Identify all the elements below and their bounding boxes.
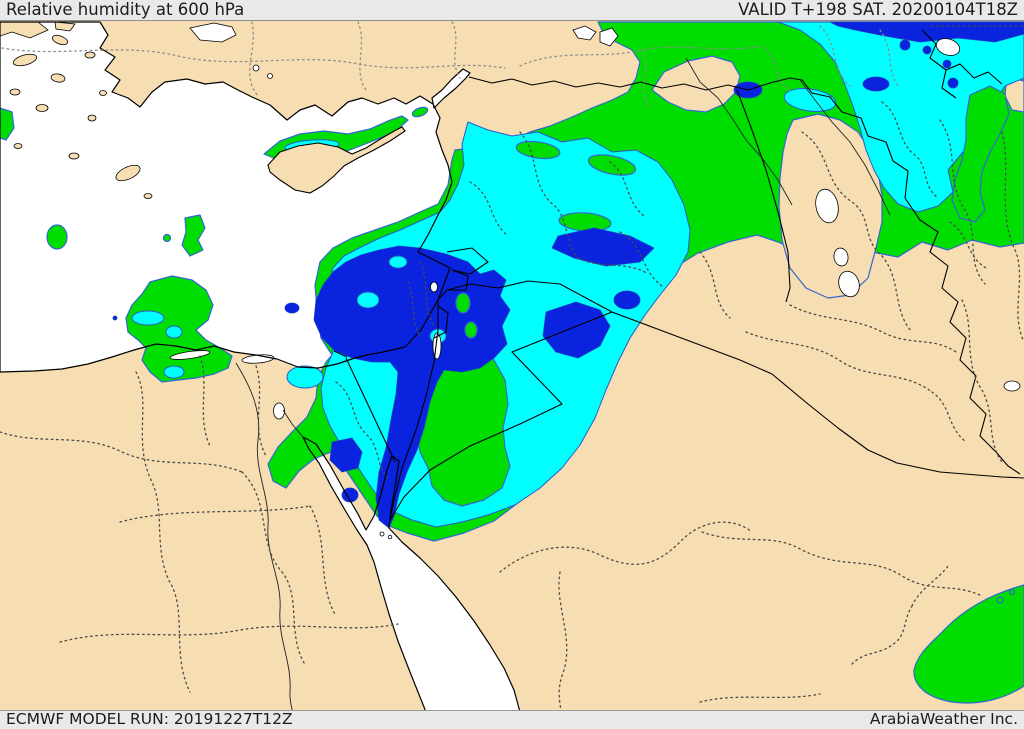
lake-marmara [189,22,237,43]
humidity-blob [411,106,429,118]
humidity-blob [163,365,185,379]
admin-borders-turkey [1,21,901,107]
border [333,350,348,358]
lakes-layer [169,22,1021,540]
islet [379,531,385,537]
island [68,152,80,160]
humidity-blob [913,584,1024,704]
humidity-blob [181,214,206,257]
lake [833,247,849,267]
island [143,193,153,199]
island [87,114,97,122]
humidity-blob [284,302,300,314]
cyprus-island [267,126,406,194]
humidity-moderate-dots [455,292,478,339]
island [51,34,69,46]
humidity-blob [996,596,1004,604]
border [941,69,957,99]
island [9,88,21,96]
humidity-blob [542,301,611,359]
lake-urmia [815,188,839,224]
humidity-blob [455,292,471,314]
border [345,357,396,463]
humidity-blob [341,487,359,503]
humidity-blob [899,39,911,51]
coastal-lagoon [169,350,211,360]
border [611,311,1024,479]
border [904,197,1021,475]
humidity-blob [0,107,15,141]
island [50,73,66,83]
border [389,311,613,521]
valid-time-label: VALID T+198 SAT. 20200104T18Z [738,0,1018,19]
coast-fragment [54,21,76,32]
humidity-blob [951,85,1010,223]
humidity-blob [112,315,118,321]
euphrates-river [685,57,793,206]
humidity-blob [942,59,952,69]
island [13,143,23,149]
humidity-blob [131,310,165,326]
humidity-blob [165,325,183,339]
model-run-label: ECMWF MODEL RUN: 20191227T12Z [6,710,293,729]
islands-layer [0,21,153,199]
humidity-blob [286,365,324,389]
humidity-blob [613,290,641,310]
border [736,89,791,303]
humidity-blob [947,77,959,89]
humidity-blob [1008,588,1016,596]
humidity-blob [862,76,890,92]
humidity-blob [388,255,408,269]
island [99,90,107,96]
island [84,51,96,59]
border [446,247,489,291]
border [433,305,449,339]
country-borders-layer [333,29,1024,521]
bitter-lakes [273,402,285,420]
island [35,104,49,112]
tigris-river [799,79,891,216]
lake-sevan [935,38,961,56]
island [12,53,38,67]
humidity-blob [46,224,68,250]
islet [387,534,393,540]
lake [252,64,260,72]
sea-of-galilee [430,281,438,293]
humidity-blob [162,233,172,243]
border [468,76,909,199]
lake [599,27,619,47]
top-info-bar: Relative humidity at 600 hPa VALID T+198… [0,0,1024,21]
credit-label: ArabiaWeather Inc. [869,710,1018,729]
lake [572,25,597,41]
humidity-blob [587,154,637,176]
humidity-blob [464,321,478,339]
map-title: Relative humidity at 600 hPa [6,0,245,19]
humidity-blob [922,45,932,55]
humidity-blob [515,140,561,160]
humidity-blob [356,291,380,309]
humidity-blob [329,437,363,473]
border [921,29,1003,85]
lake [1003,380,1021,392]
border [389,289,448,521]
lake [267,73,273,79]
suez-canal [282,409,304,438]
lake [838,270,860,298]
island-rhodes [115,164,141,182]
bottom-info-bar: ECMWF MODEL RUN: 20191227T12Z ArabiaWeat… [0,710,1024,729]
